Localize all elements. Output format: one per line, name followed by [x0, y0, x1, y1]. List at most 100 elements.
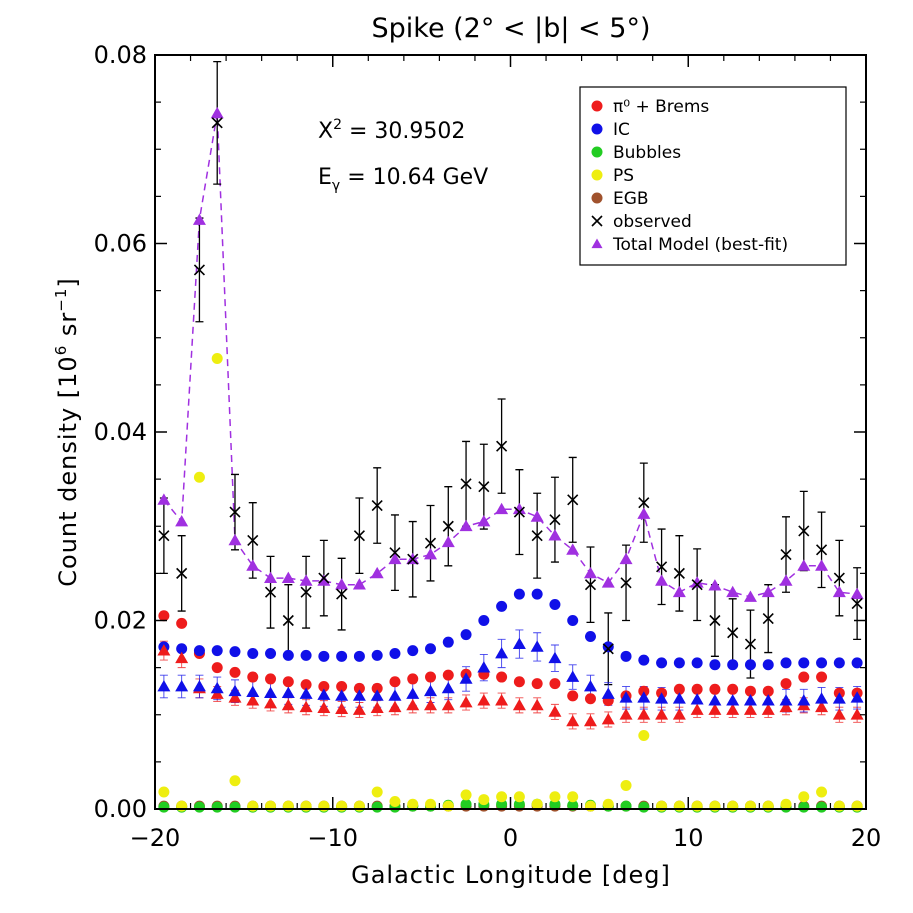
- total-model-brems-component-point: [299, 700, 313, 713]
- ps-point: [193, 471, 205, 483]
- brems-point: [727, 683, 739, 695]
- observed-point: [513, 506, 525, 518]
- brems-point: [549, 678, 561, 690]
- total-model-ic-component-point: [228, 684, 242, 697]
- ic-point: [851, 657, 863, 669]
- brems-point: [389, 676, 401, 688]
- ps-point: [833, 800, 845, 812]
- brems-point: [407, 673, 419, 685]
- ps-point: [425, 798, 437, 810]
- bubbles-point: [638, 801, 650, 813]
- total-model-best-fit-point: [281, 571, 295, 583]
- observed-point: [211, 117, 223, 129]
- ic-point: [620, 650, 632, 662]
- total-model-ic-component-point: [512, 637, 526, 649]
- total-model-best-fit-point: [317, 574, 331, 586]
- ic-point: [300, 649, 312, 661]
- legend-label-total-model-best-fit: Total Model (best-fit): [612, 235, 788, 255]
- bubbles-point: [567, 799, 579, 811]
- ps-point: [691, 800, 703, 812]
- observed-point: [193, 264, 206, 276]
- ic-point: [407, 645, 419, 657]
- egamma-value: = 10.64 GeV: [340, 165, 488, 190]
- bubbles-point: [229, 801, 241, 813]
- total-model-best-fit-point: [370, 566, 384, 579]
- bubbles-point: [816, 801, 828, 813]
- ps-point: [318, 800, 330, 812]
- x-tick-label: −10: [307, 824, 358, 852]
- total-model-ic-component-point: [495, 646, 509, 659]
- ps-point: [265, 800, 277, 812]
- observed-point: [282, 614, 294, 627]
- egamma-subscript: γ: [332, 178, 340, 194]
- observed-point: [247, 534, 259, 546]
- total-model-best-fit-point: [601, 576, 615, 588]
- ps-point: [496, 791, 508, 803]
- legend-label-brems: π⁰ + Brems: [613, 97, 709, 117]
- total-model-brems-component-point: [441, 698, 455, 711]
- y-tick-label: 0.02: [94, 607, 147, 635]
- ps-point: [762, 800, 774, 812]
- total-model-ic-component-point: [779, 694, 793, 706]
- ic-point: [673, 657, 685, 669]
- total-model-best-fit-point: [726, 585, 740, 598]
- total-model-brems-component-point: [619, 708, 633, 720]
- brems-point: [780, 678, 792, 690]
- ic-point: [762, 659, 774, 671]
- ic-point: [247, 647, 259, 659]
- egamma-annotation: Eγ = 10.64 GeV: [318, 165, 488, 194]
- total-model-best-fit-point: [779, 574, 793, 586]
- total-model-ic-component-point: [548, 651, 562, 664]
- total-model-best-fit-point: [619, 552, 633, 565]
- ps-point: [709, 800, 721, 812]
- total-model-best-fit-point: [743, 590, 757, 602]
- brems-point: [762, 685, 774, 697]
- total-model-brems-component-point: [655, 708, 669, 720]
- y-axis-label-unit-open: [10: [54, 355, 82, 398]
- observed-point: [691, 579, 703, 591]
- bubbles-point: [798, 801, 810, 813]
- ps-point: [656, 800, 668, 812]
- ic-point: [549, 598, 561, 610]
- brems-point: [247, 671, 259, 683]
- total-model-brems-component-point: [424, 698, 438, 711]
- total-model-ic-component-point: [619, 691, 633, 703]
- total-model-ic-component-point: [388, 689, 402, 701]
- total-model-ic-component-point: [530, 640, 544, 652]
- ic-point: [353, 650, 365, 662]
- brems-point: [211, 662, 223, 674]
- total-model-ic-component-point: [583, 679, 597, 692]
- total-model-best-fit-point: [672, 585, 686, 598]
- chart-title: Spike (2° < |b| < 5°): [372, 13, 651, 44]
- brems-point: [638, 685, 650, 697]
- bubbles-point: [371, 801, 383, 813]
- ic-point: [567, 615, 579, 626]
- observed-point: [158, 530, 170, 542]
- observed-point: [638, 497, 650, 509]
- ps-point: [638, 729, 650, 741]
- total-model-ic-component-point: [601, 687, 615, 699]
- ps-point: [744, 800, 756, 812]
- total-model-brems-component-point: [459, 695, 473, 708]
- total-model-best-fit-point: [424, 548, 438, 560]
- total-model-ic-component-point: [655, 692, 669, 704]
- bubbles-point: [549, 798, 561, 810]
- bubbles-point: [496, 798, 508, 810]
- total-model-brems-component-point: [815, 700, 829, 713]
- total-model-best-fit-line: [163, 113, 858, 598]
- ic-point: [389, 647, 401, 659]
- y-axis-label-unit-mid: sr: [54, 312, 82, 345]
- observed-point: [762, 613, 774, 625]
- total-model-brems-component-point: [832, 708, 846, 720]
- ic-point: [656, 657, 668, 669]
- y-tick-label: 0.06: [94, 230, 147, 258]
- total-model-best-fit-point: [832, 585, 846, 598]
- total-model-brems-component-point: [157, 644, 171, 656]
- ps-point: [727, 800, 739, 812]
- total-model-brems-component-point: [583, 714, 597, 727]
- brems-point: [442, 669, 454, 681]
- observed-point: [815, 544, 828, 556]
- ic-point: [460, 629, 472, 641]
- legend-marker-ic: [591, 123, 603, 135]
- brems-point: [371, 682, 383, 694]
